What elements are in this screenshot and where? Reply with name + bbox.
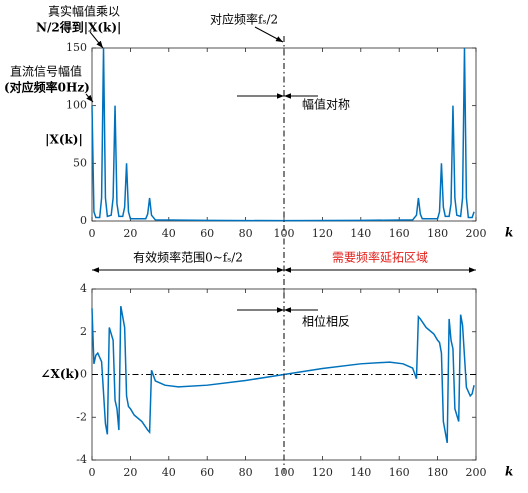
arrow (85, 93, 94, 103)
y-tick-label: 0 (80, 368, 87, 381)
y-tick-label: 0 (80, 214, 87, 227)
arrow (89, 31, 104, 49)
y-tick-label: -2 (76, 410, 87, 423)
x-tick-label: 200 (466, 466, 487, 479)
annotation: (对应频率0Hz) (4, 80, 90, 95)
data-line (91, 47, 475, 222)
y-tick-label: 50 (73, 156, 87, 169)
x-tick-label: 180 (427, 227, 448, 240)
data-line (91, 305, 475, 444)
x-tick-label: 100 (274, 227, 295, 240)
x-tick-label: 60 (200, 227, 214, 240)
annotation: 有效频率范围0~fₛ/2 (133, 250, 243, 265)
x-tick-label: 20 (123, 466, 137, 479)
x-tick-label: 40 (162, 466, 176, 479)
x-tick-label: 200 (466, 227, 487, 240)
annotation: 直流信号幅值 (10, 64, 82, 79)
annotation: 相位相反 (302, 314, 350, 329)
x-tick-label: 80 (239, 466, 253, 479)
x-tick-label: 80 (239, 227, 253, 240)
y-tick-label: 2 (80, 325, 87, 338)
x-tick-label: 60 (200, 466, 214, 479)
annotation: N/2得到|X(k)| (36, 20, 121, 35)
annotation: 幅值对称 (302, 97, 350, 112)
x-tick-label: 120 (312, 466, 333, 479)
x-tick-label: 20 (123, 227, 137, 240)
annotation: 对应频率fₛ/2 (210, 12, 278, 27)
x-tick-label: 40 (162, 227, 176, 240)
y-axis-label: ∠X(k) (40, 367, 79, 381)
x-tick-label: 0 (89, 227, 96, 240)
y-tick-label: 100 (66, 99, 87, 112)
y-tick-label: 150 (66, 41, 87, 54)
annotation: 需要频率延拓区域 (332, 250, 428, 265)
y-tick-label: -4 (76, 453, 87, 466)
x-tick-label: 160 (389, 227, 410, 240)
arrow (254, 26, 284, 43)
x-tick-label: 160 (389, 466, 410, 479)
x-axis-label: k (505, 226, 513, 240)
annotation: 真实幅值乘以 (48, 4, 120, 19)
x-tick-label: 120 (312, 227, 333, 240)
x-tick-label: 140 (350, 227, 371, 240)
x-axis-label: k (505, 465, 513, 479)
x-tick-label: 140 (350, 466, 371, 479)
y-tick-label: 4 (80, 282, 87, 295)
y-axis-label: |X(k)| (45, 133, 83, 147)
x-tick-label: 0 (89, 466, 96, 479)
x-tick-label: 180 (427, 466, 448, 479)
